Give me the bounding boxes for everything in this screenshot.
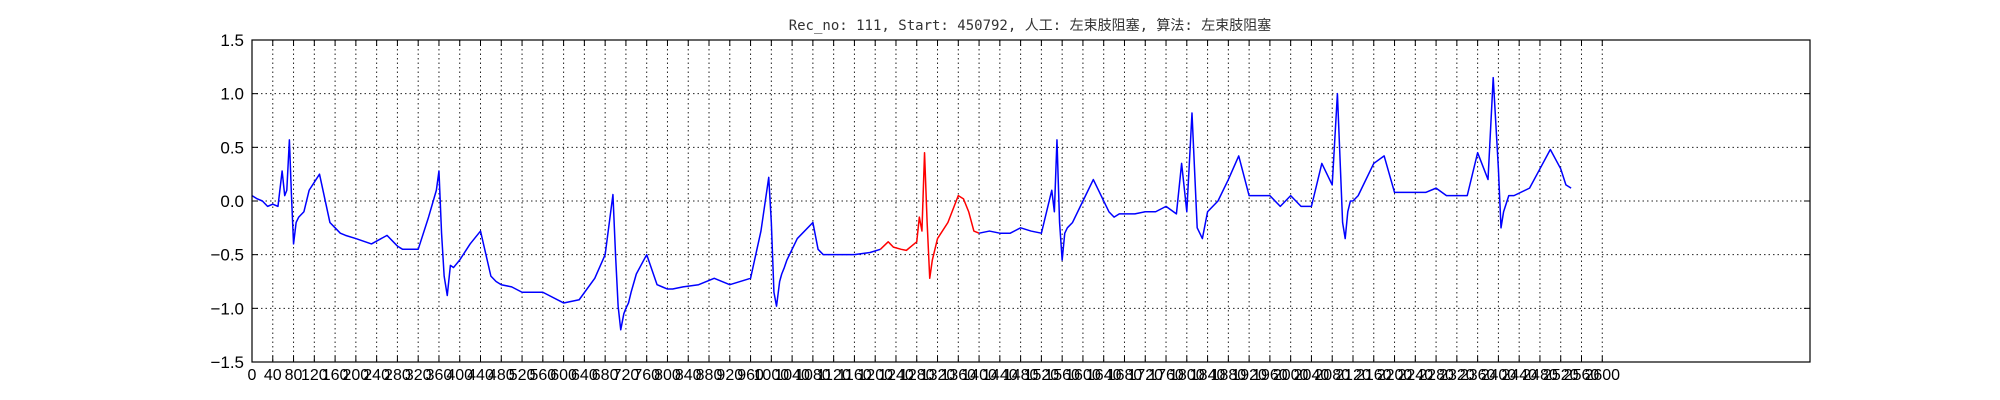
ecg-series-line-1 <box>251 139 881 331</box>
x-tick-label: 520 <box>509 367 536 384</box>
x-tick-label: 1840 <box>1190 367 1226 384</box>
x-tick-label: 2400 <box>1481 367 1517 384</box>
x-tick-label: 1760 <box>1148 367 1184 384</box>
x-tick-label: 1200 <box>857 367 893 384</box>
x-tick-label: 2480 <box>1522 367 1558 384</box>
x-tick-label: 1480 <box>1003 367 1039 384</box>
x-tick-label: 440 <box>467 367 494 384</box>
x-tick-label: 2080 <box>1314 367 1350 384</box>
x-tick-label: 240 <box>363 367 390 384</box>
x-tick-label: 1800 <box>1169 367 1205 384</box>
x-tick-label: 360 <box>426 367 453 384</box>
x-tick-label: 1920 <box>1231 367 1267 384</box>
x-tick-label: 1720 <box>1127 367 1163 384</box>
x-tick-label: 1000 <box>754 367 790 384</box>
x-tick-label: 880 <box>696 367 723 384</box>
grid-lines <box>252 40 1810 362</box>
x-tick-label: 2520 <box>1543 367 1579 384</box>
x-tick-label: 1080 <box>795 367 831 384</box>
x-tick-label: 800 <box>654 367 681 384</box>
x-axis-ticks: 0 40 8012016020024028032036040044048052056… <box>248 40 1620 384</box>
x-tick-label: 160 <box>322 367 349 384</box>
x-tick-label: 2000 <box>1273 367 1309 384</box>
x-tick-label: 2240 <box>1398 367 1434 384</box>
x-tick-label: 2160 <box>1356 367 1392 384</box>
x-tick-label: 1280 <box>899 367 935 384</box>
x-tick-label: 2200 <box>1377 367 1413 384</box>
x-tick-label: 840 <box>675 367 702 384</box>
y-tick-label: −1.5 <box>210 353 244 372</box>
x-tick-label: 320 <box>405 367 432 384</box>
ecg-series-line-2 <box>879 151 980 280</box>
x-tick-label: 400 <box>446 367 473 384</box>
x-tick-label: 2600 <box>1584 367 1620 384</box>
x-tick-label: 1520 <box>1024 367 1060 384</box>
x-tick-label: 2360 <box>1460 367 1496 384</box>
x-tick-label: 640 <box>571 367 598 384</box>
x-tick-label: 920 <box>716 367 743 384</box>
ecg-traces <box>251 76 1572 331</box>
x-tick-label: 80 <box>285 367 303 384</box>
x-tick-label: 2120 <box>1335 367 1371 384</box>
x-tick-label: 120 <box>301 367 328 384</box>
x-tick-label: 1600 <box>1065 367 1101 384</box>
x-tick-label: 1680 <box>1107 367 1143 384</box>
x-tick-label: 2440 <box>1501 367 1537 384</box>
chart-title: Rec_no: 111, Start: 450792, 人工: 左束肢阻塞, 算… <box>789 17 1272 34</box>
x-tick-label: 1360 <box>940 367 976 384</box>
x-tick-label: 1040 <box>774 367 810 384</box>
y-tick-label: 0.5 <box>220 138 244 157</box>
y-axis-ticks: 1.5 1.0 0.5 0.0 −0.5 −1.0 −1.5 <box>210 31 1810 372</box>
x-tick-label: 2320 <box>1439 367 1475 384</box>
y-tick-label: 1.5 <box>220 31 244 50</box>
y-tick-label: −1.0 <box>210 299 244 318</box>
x-tick-label: 2040 <box>1294 367 1330 384</box>
x-tick-label: 2560 <box>1564 367 1600 384</box>
x-tick-label: 960 <box>737 367 764 384</box>
x-tick-label: 1640 <box>1086 367 1122 384</box>
x-tick-label: 1320 <box>920 367 956 384</box>
x-tick-label: 1160 <box>837 367 872 384</box>
ecg-series-line-3 <box>978 76 1572 261</box>
x-tick-label: 600 <box>550 367 577 384</box>
x-tick-label: 480 <box>488 367 515 384</box>
x-tick-label: 1400 <box>961 367 997 384</box>
y-tick-label: 0.0 <box>220 192 244 211</box>
x-tick-label: 1560 <box>1044 367 1080 384</box>
x-tick-label: 200 <box>343 367 370 384</box>
x-tick-label: 1880 <box>1211 367 1247 384</box>
x-tick-label: 1240 <box>878 367 914 384</box>
y-tick-label: −0.5 <box>210 246 244 265</box>
x-tick-label: 760 <box>633 367 660 384</box>
x-tick-label: 1440 <box>982 367 1018 384</box>
x-tick-label: 560 <box>529 367 556 384</box>
y-tick-label: 1.0 <box>220 85 244 104</box>
x-tick-label: 0 <box>248 367 257 384</box>
x-tick-label: 2280 <box>1418 367 1454 384</box>
x-tick-label: 40 <box>264 367 282 384</box>
x-tick-label: 720 <box>613 367 640 384</box>
x-tick-label: 280 <box>384 367 411 384</box>
x-tick-label: 680 <box>592 367 619 384</box>
x-tick-label: 1120 <box>816 367 851 384</box>
x-tick-label: 1960 <box>1252 367 1288 384</box>
